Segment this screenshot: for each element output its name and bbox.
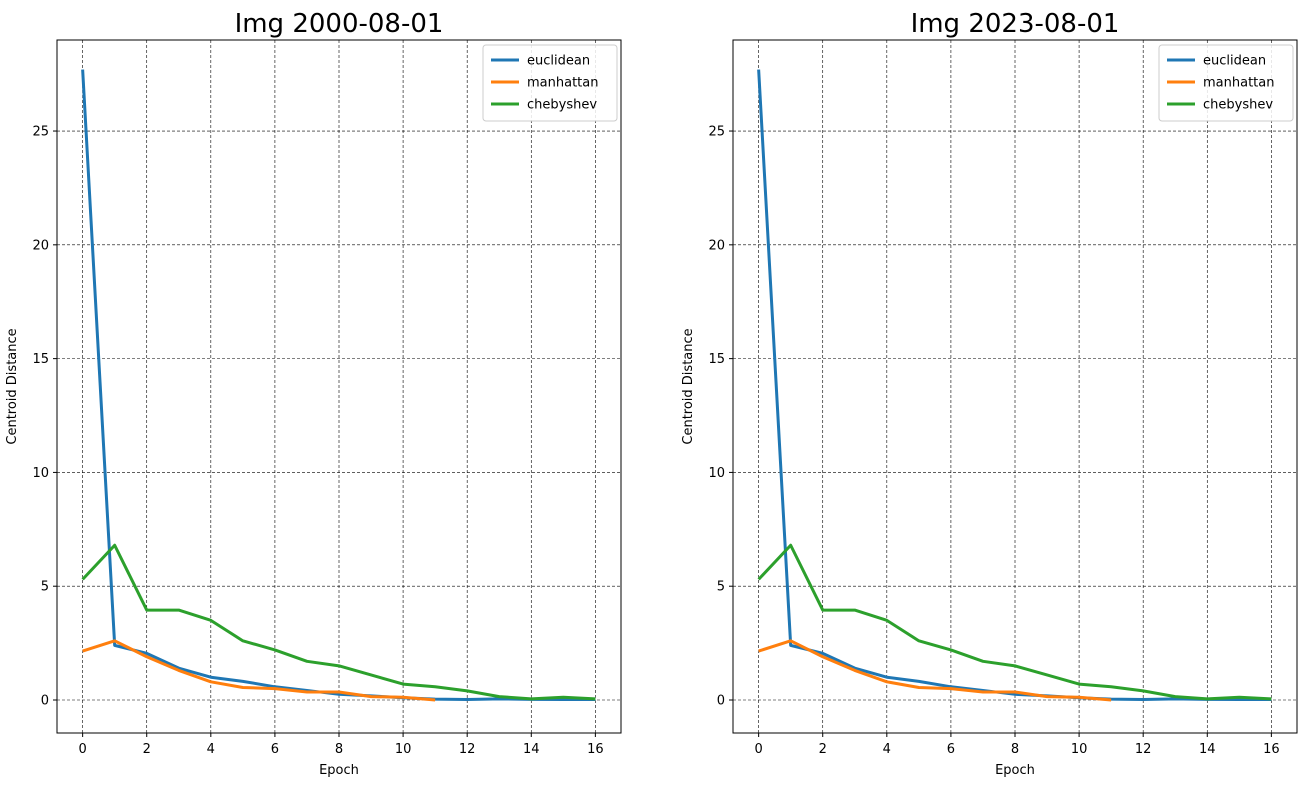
x-tick-label: 2 bbox=[143, 742, 151, 757]
y-tick-label: 20 bbox=[32, 238, 49, 253]
x-tick-label: 6 bbox=[271, 742, 279, 757]
y-axis-label: Centroid Distance bbox=[5, 328, 20, 444]
x-tick-label: 12 bbox=[459, 742, 476, 757]
x-tick-label: 14 bbox=[523, 742, 540, 757]
series-line-chebyshev bbox=[757, 543, 1272, 701]
y-tick-label: 10 bbox=[32, 466, 49, 481]
x-tick-label: 0 bbox=[754, 742, 762, 757]
x-tick-label: 10 bbox=[395, 742, 412, 757]
y-axis-label: Centroid Distance bbox=[681, 328, 696, 444]
x-tick-label: 14 bbox=[1199, 742, 1216, 757]
x-axis-label: Epoch bbox=[319, 763, 359, 778]
chart-1: Img 2000-08-01 0 2 4 6 8 10 12 14 16 0 5 10 15 20 25 Epo… bbox=[5, 9, 622, 778]
legend-label: chebyshev bbox=[527, 98, 597, 113]
series-line-chebyshev bbox=[81, 543, 596, 701]
y-tick-label: 5 bbox=[717, 580, 725, 595]
series-line-manhattan bbox=[82, 639, 436, 702]
x-tick-label: 12 bbox=[1135, 742, 1152, 757]
x-tick-label: 4 bbox=[883, 742, 891, 757]
chart-2: Img 2023-08-01 0 2 4 6 8 10 12 14 16 0 5 10 15 20 25 Epo… bbox=[681, 9, 1298, 778]
legend-label: chebyshev bbox=[1203, 98, 1273, 113]
series-line-euclidean bbox=[81, 69, 596, 702]
x-tick-label: 2 bbox=[819, 742, 827, 757]
legend: euclidean manhattan chebyshev bbox=[1158, 44, 1294, 122]
x-tick-label: 16 bbox=[1263, 742, 1280, 757]
y-tick-label: 5 bbox=[41, 580, 49, 595]
legend-box bbox=[1158, 44, 1294, 122]
series-line-manhattan bbox=[758, 639, 1112, 702]
x-axis-label: Epoch bbox=[995, 763, 1035, 778]
chart-title: Img 2023-08-01 bbox=[911, 9, 1120, 39]
x-tick-label: 8 bbox=[335, 742, 343, 757]
x-tick-label: 0 bbox=[78, 742, 86, 757]
y-tick-label: 20 bbox=[708, 238, 725, 253]
y-tick-label: 0 bbox=[41, 694, 49, 709]
x-tick-label: 10 bbox=[1071, 742, 1088, 757]
x-tick-label: 4 bbox=[207, 742, 215, 757]
legend: euclidean manhattan chebyshev bbox=[482, 44, 618, 122]
series-line-euclidean bbox=[757, 69, 1272, 702]
x-tick-label: 16 bbox=[587, 742, 604, 757]
x-tick-label: 6 bbox=[947, 742, 955, 757]
legend-box bbox=[482, 44, 618, 122]
legend-label: manhattan bbox=[1203, 76, 1274, 91]
legend-label: euclidean bbox=[527, 54, 590, 69]
y-tick-label: 10 bbox=[708, 466, 725, 481]
y-tick-label: 0 bbox=[717, 694, 725, 709]
y-tick-label: 25 bbox=[708, 125, 725, 140]
legend-label: euclidean bbox=[1203, 54, 1266, 69]
y-tick-label: 15 bbox=[32, 352, 49, 367]
y-tick-label: 15 bbox=[708, 352, 725, 367]
chart-title: Img 2000-08-01 bbox=[235, 9, 444, 39]
x-tick-label: 8 bbox=[1011, 742, 1019, 757]
y-tick-label: 25 bbox=[32, 125, 49, 140]
legend-label: manhattan bbox=[527, 76, 598, 91]
